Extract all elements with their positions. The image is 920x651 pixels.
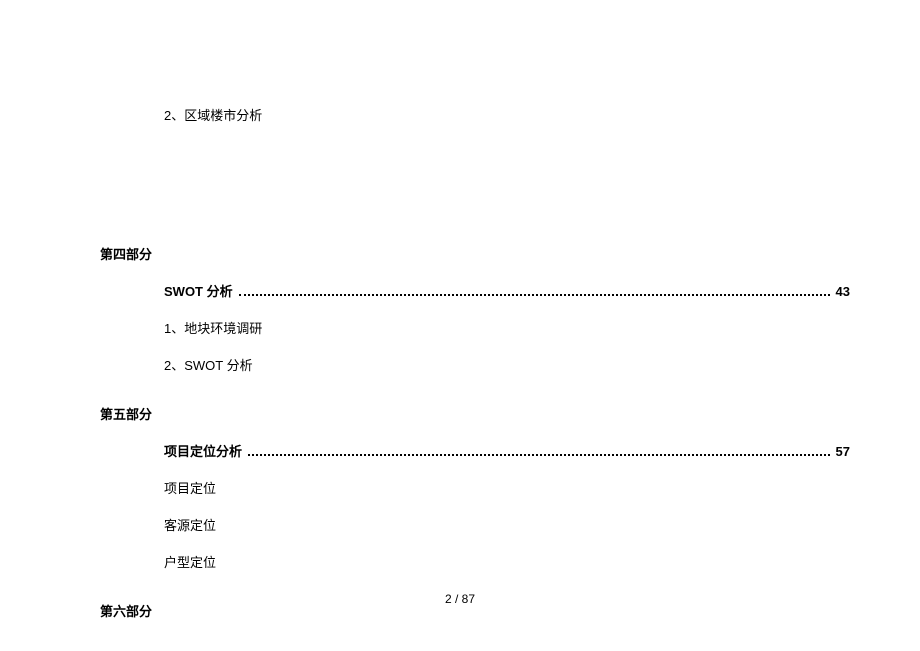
- toc-page-content: 2、区域楼市分析 第四部分 SWOT 分析 43 1、地块环境调研 2、SWOT…: [0, 0, 920, 620]
- toc-entry-page: 57: [836, 444, 850, 459]
- page-number-separator: /: [452, 592, 462, 606]
- toc-entry-title: SWOT 分析: [164, 281, 233, 300]
- page-number-total: 87: [462, 592, 475, 606]
- toc-sub-item: 2、SWOT 分析: [164, 355, 850, 374]
- section-heading-4: 第四部分: [100, 244, 850, 263]
- page-footer: 2 / 87: [0, 592, 920, 606]
- toc-entry-title: 项目定位分析: [164, 441, 242, 460]
- toc-dots: [248, 454, 830, 456]
- toc-entry-page: 43: [836, 284, 850, 299]
- page-number-current: 2: [445, 592, 452, 606]
- toc-entry: SWOT 分析 43: [164, 281, 850, 300]
- spacer: [100, 142, 850, 214]
- toc-dots: [239, 294, 830, 296]
- toc-sub-item: 项目定位: [164, 478, 850, 497]
- section-heading-5: 第五部分: [100, 404, 850, 423]
- toc-entry: 项目定位分析 57: [164, 441, 850, 460]
- toc-sub-item: 客源定位: [164, 515, 850, 534]
- toc-sub-item: 1、地块环境调研: [164, 318, 850, 337]
- toc-sub-item: 2、区域楼市分析: [164, 105, 850, 124]
- toc-sub-item: 户型定位: [164, 552, 850, 571]
